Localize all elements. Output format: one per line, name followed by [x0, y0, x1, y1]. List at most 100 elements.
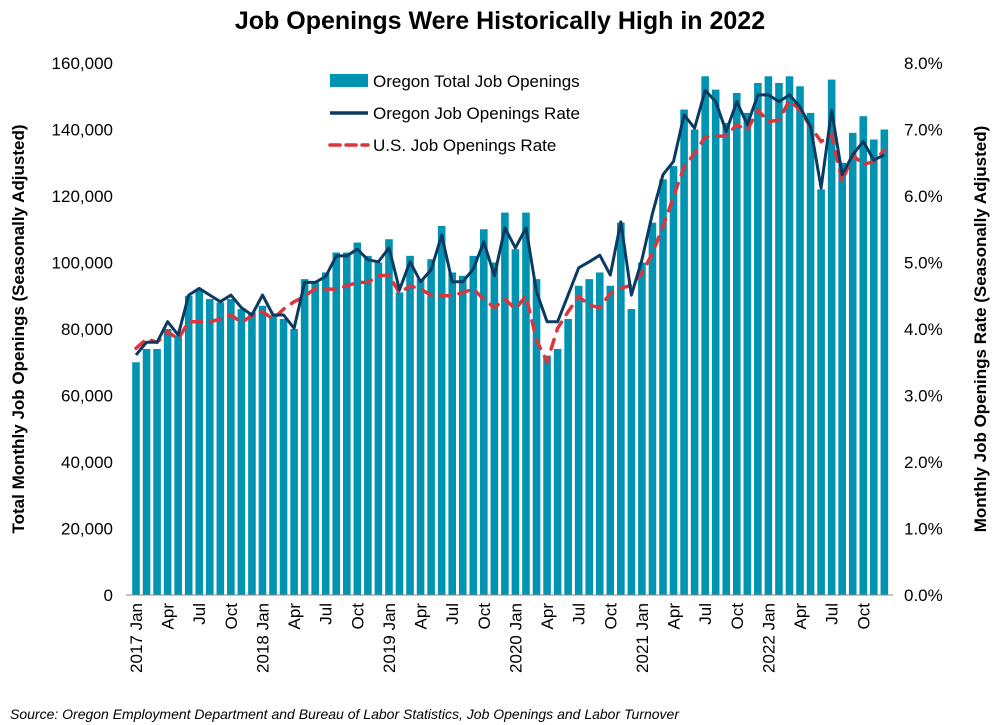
- x-tick-label: Jul: [190, 603, 209, 625]
- bar: [469, 255, 478, 595]
- bar: [648, 222, 657, 595]
- x-tick-label: Jul: [570, 603, 589, 625]
- bar: [553, 348, 562, 595]
- bar: [785, 76, 794, 596]
- right-axis-ticks: 0.0% 1.0% 2.0% 3.0% 4.0% 5.0% 6.0% 7.0% 8.0%: [904, 54, 943, 605]
- bar: [838, 162, 846, 595]
- x-tick-label: 2018 Jan: [253, 603, 272, 673]
- left-tick-label: 140,000: [52, 121, 113, 140]
- bar: [258, 305, 267, 595]
- bar: [374, 262, 383, 595]
- legend-label-us-rate: U.S. Job Openings Rate: [373, 136, 556, 155]
- left-tick-label: 0: [104, 586, 113, 605]
- bar: [522, 212, 530, 595]
- x-tick-label: Oct: [728, 603, 747, 630]
- x-tick-label: Oct: [601, 603, 620, 630]
- bar: [775, 82, 783, 595]
- bar: [617, 222, 625, 595]
- bar: [701, 76, 709, 596]
- left-axis-ticks: 0 20,000 40,000 60,000 80,000 100,000 120,000 1…: [52, 54, 113, 605]
- x-tick-label: Jul: [696, 603, 715, 625]
- bar: [406, 255, 414, 595]
- bar: [827, 79, 836, 595]
- right-tick-label: 0.0%: [904, 586, 943, 605]
- bar: [511, 249, 520, 595]
- x-tick-label: 2017 Jan: [127, 603, 146, 673]
- bar: [732, 92, 741, 596]
- legend: Oregon Total Job Openings Oregon Job Ope…: [328, 72, 580, 155]
- legend-label-oregon-rate: Oregon Job Openings Rate: [373, 104, 580, 123]
- right-tick-label: 2.0%: [904, 453, 943, 472]
- left-tick-label: 40,000: [61, 453, 113, 472]
- bar: [437, 225, 446, 596]
- bar: [564, 319, 572, 595]
- bar: [237, 309, 246, 595]
- bar: [680, 109, 688, 596]
- right-tick-label: 6.0%: [904, 187, 943, 206]
- bar: [627, 309, 636, 595]
- bar: [142, 348, 151, 595]
- left-tick-label: 20,000: [61, 520, 113, 539]
- bar: [163, 329, 172, 595]
- bar: [659, 179, 667, 595]
- bar: [174, 335, 182, 595]
- x-tick-label: Apr: [538, 603, 557, 630]
- bar: [427, 259, 435, 595]
- bar: [300, 279, 309, 595]
- left-tick-label: 120,000: [52, 187, 113, 206]
- bar: [153, 348, 161, 595]
- left-tick-label: 80,000: [61, 320, 113, 339]
- bar: [343, 252, 351, 595]
- bars-group: [132, 76, 889, 596]
- x-tick-label: 2021 Jan: [633, 603, 652, 673]
- bar: [205, 299, 214, 595]
- legend-swatch-bars: [330, 74, 368, 87]
- bar: [269, 315, 277, 595]
- bar: [480, 229, 488, 595]
- right-tick-label: 4.0%: [904, 320, 943, 339]
- source-note: Source: Oregon Employment Department and…: [10, 706, 680, 722]
- bar: [416, 279, 425, 595]
- right-axis-title: Monthly Job Openings Rate (Seasonally Ad…: [971, 126, 990, 532]
- right-tick-label: 1.0%: [904, 520, 943, 539]
- chart-title: Job Openings Were Historically High in 2…: [235, 7, 765, 35]
- x-tick-label: 2022 Jan: [759, 603, 778, 673]
- bar: [353, 242, 362, 596]
- bar: [195, 289, 204, 595]
- bar: [880, 129, 889, 595]
- x-tick-label: Apr: [159, 603, 178, 630]
- bar: [184, 295, 193, 595]
- bar: [332, 252, 341, 595]
- left-tick-label: 160,000: [52, 54, 113, 73]
- bar: [458, 275, 467, 595]
- bar: [574, 285, 583, 595]
- bar: [532, 279, 541, 595]
- bar: [248, 312, 256, 595]
- bar: [585, 279, 594, 595]
- x-tick-label: Oct: [348, 603, 367, 630]
- bar: [722, 122, 731, 595]
- bar: [817, 189, 825, 595]
- x-tick-label: Oct: [854, 603, 873, 630]
- bar: [543, 355, 551, 595]
- right-tick-label: 3.0%: [904, 387, 943, 406]
- bar: [385, 239, 393, 595]
- x-tick-label: 2020 Jan: [506, 603, 525, 673]
- bar: [227, 299, 235, 595]
- bar: [859, 116, 868, 595]
- bar: [595, 272, 604, 595]
- right-tick-label: 8.0%: [904, 54, 943, 73]
- bar: [711, 89, 720, 595]
- bar: [848, 132, 857, 595]
- bar: [870, 139, 878, 595]
- x-tick-label: Apr: [412, 603, 431, 630]
- x-tick-label: Jul: [443, 603, 462, 625]
- bar: [690, 129, 699, 595]
- bar: [290, 329, 298, 595]
- x-axis-ticks: 2017 Jan Apr Jul Oct 2018 Jan Apr Jul Oct 2019 J…: [127, 603, 873, 673]
- x-tick-label: Jul: [317, 603, 336, 625]
- bar: [796, 86, 804, 596]
- x-tick-label: Apr: [285, 603, 304, 630]
- bar: [216, 302, 225, 595]
